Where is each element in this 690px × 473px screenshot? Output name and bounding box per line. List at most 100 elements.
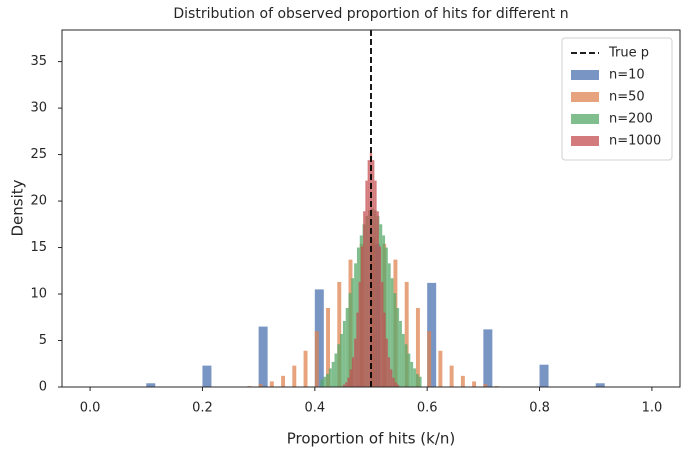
legend-label: True p [608,46,649,61]
histogram-bar [381,281,384,387]
histogram-bar [269,381,274,387]
histogram-bar [354,338,357,387]
histogram-bar [390,278,394,387]
histogram-bar [427,282,437,387]
x-tick-label: 0.6 [417,401,438,416]
histogram-bar [358,281,361,387]
histogram-bar [340,334,343,387]
histogram-bar [337,344,341,387]
histogram-bar [396,384,400,387]
y-tick-label: 30 [30,101,47,116]
histogram-bar [331,361,335,387]
histogram-bar [363,211,366,387]
legend-label: n=200 [609,112,653,127]
y-tick-label: 15 [30,240,47,255]
histogram-bar [328,368,332,387]
histogram-bar [323,376,327,387]
histogram-bar [347,377,350,387]
plot-frame [61,29,681,388]
histogram-bar [326,373,329,387]
histogram-bar [390,369,393,387]
x-tick-label: 0.8 [529,401,550,416]
histogram-bar [314,331,319,387]
histogram-bar [354,263,357,387]
histogram-bar [392,377,395,387]
x-tick-label: 1.0 [642,401,663,416]
legend-swatch [571,92,599,102]
histogram-bar [351,278,355,387]
histogram-bar [360,246,364,387]
histogram-bar [393,293,397,387]
histogram-bar [345,307,349,387]
histogram-bar [342,384,346,387]
histogram-bar [320,379,324,387]
histogram-bar [387,263,391,387]
histogram-bar [326,307,330,387]
histogram-bar [483,384,488,387]
histogram-bar [146,383,156,387]
histogram-bar [303,350,308,387]
legend-swatch [571,70,599,80]
histogram-bar [382,235,386,387]
x-tick-label: 0.4 [304,401,325,416]
histogram-bar [376,211,379,387]
histogram-bar [351,357,355,387]
y-tick-label: 5 [39,333,47,348]
histogram-bar [292,365,297,387]
histogram-bar [349,369,352,387]
histogram-bar [418,376,422,387]
histogram-bar [337,281,342,387]
histogram-bar [348,293,352,387]
legend-label: n=1000 [609,134,661,149]
y-tick-label: 25 [30,147,47,162]
histogram-bar [367,160,370,387]
histogram-bar [345,382,348,387]
histogram-bar [415,373,419,387]
y-tick-label: 35 [30,54,47,69]
histogram-bar [385,247,388,387]
histogram-bar [258,384,263,387]
y-tick-label: 0 [39,380,47,395]
histogram-bar [460,375,465,387]
histogram-bar [385,338,388,387]
y-axis-label: Density [9,179,27,236]
histogram-bar [413,368,416,387]
histogram-bar [314,289,324,387]
histogram-bar [404,281,409,387]
x-tick-label: 0.2 [192,401,213,416]
histogram-bar [378,246,382,387]
histogram-bar [342,320,346,387]
x-tick-label: 0.0 [80,401,101,416]
chart-title: Distribution of observed proportion of h… [173,6,568,22]
legend-label: n=10 [609,68,645,83]
histogram-bar [401,334,405,387]
x-axis-label: Proportion of hits (k/n) [287,430,455,448]
histogram-bar [281,375,286,387]
y-tick-label: 10 [30,287,47,302]
histogram-bar [396,307,400,387]
histogram-bar [334,353,338,387]
histogram-bar [539,364,549,387]
histogram-bar [202,365,212,387]
legend-swatch [571,136,599,146]
histogram-bar [372,160,375,387]
y-tick-label: 20 [30,194,47,209]
legend-box [561,37,673,161]
histogram-bar [394,382,397,387]
histogram-bar [387,357,391,387]
histogram-bar [595,383,605,387]
histogram-bar [399,320,402,387]
histogram-bar [258,326,268,387]
histogram-bar [483,329,493,387]
legend-swatch [571,114,599,124]
histogram-bar [410,361,414,387]
histogram-bar [383,312,386,387]
histogram-bar [449,365,454,387]
histogram-bar [438,350,443,387]
histogram-bar [374,180,377,387]
histogram-bar [404,344,408,387]
histogram-bar [356,312,359,387]
legend-label: n=50 [609,90,645,105]
histogram-bar [407,353,411,387]
